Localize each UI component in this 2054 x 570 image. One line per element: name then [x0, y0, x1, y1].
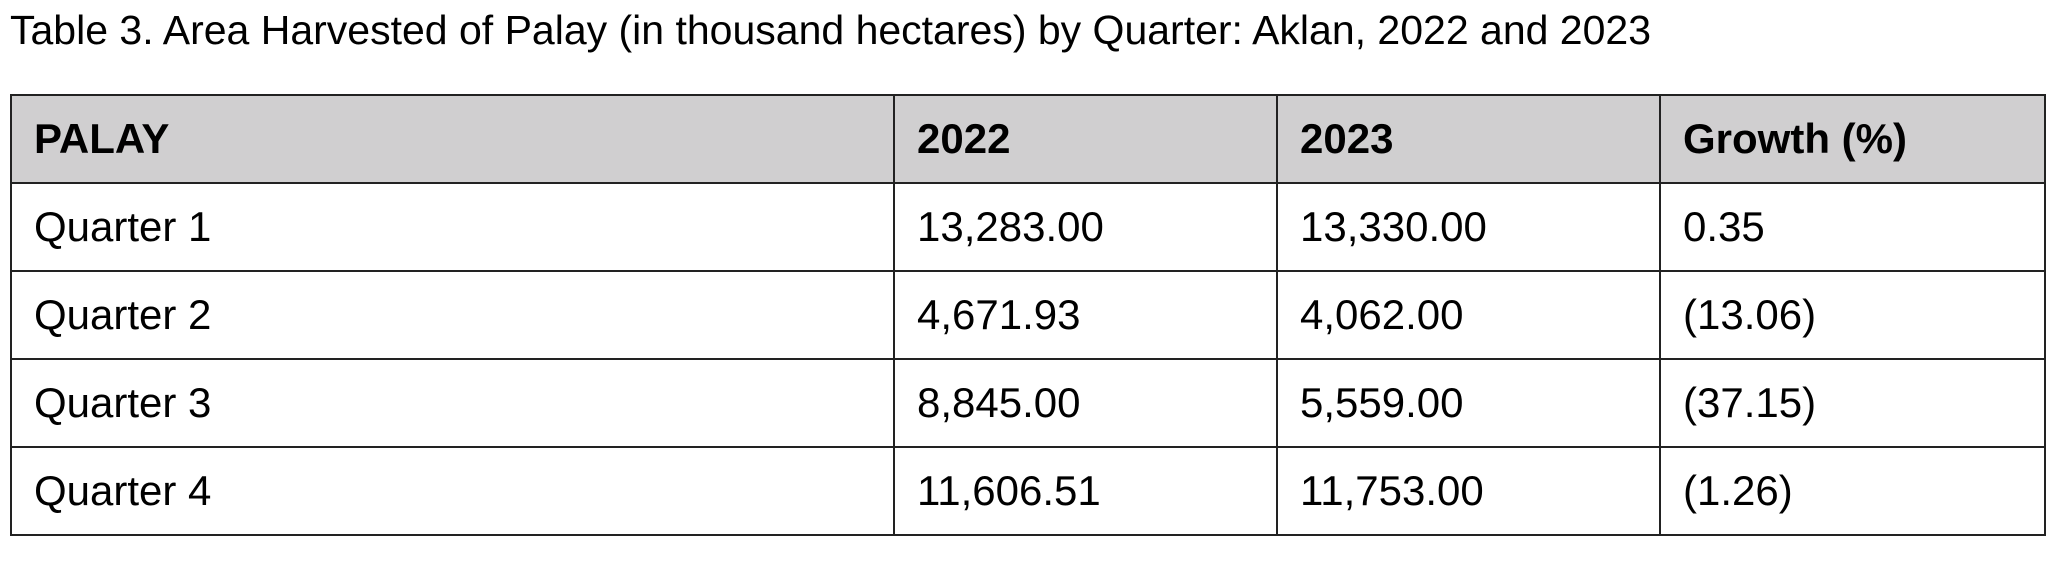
row-label: Quarter 4: [10, 446, 895, 536]
table-cell: 5,559.00: [1276, 358, 1661, 448]
table-cell: 13,330.00: [1276, 182, 1661, 272]
table-cell: 13,283.00: [893, 182, 1278, 272]
table-row: Quarter 1 13,283.00 13,330.00 0.35: [10, 182, 2046, 272]
table-cell: 11,606.51: [893, 446, 1278, 536]
table-row: Quarter 2 4,671.93 4,062.00 (13.06): [10, 270, 2046, 360]
table-title: Table 3. Area Harvested of Palay (in tho…: [10, 7, 1652, 53]
header-row: PALAY 2022 2023 Growth (%): [10, 94, 2046, 184]
header-cell: Growth (%): [1659, 94, 2046, 184]
table-cell: 4,062.00: [1276, 270, 1661, 360]
table-cell: 0.35: [1659, 182, 2046, 272]
header-cell: 2022: [893, 94, 1278, 184]
row-label: Quarter 2: [10, 270, 895, 360]
table-head: PALAY 2022 2023 Growth (%): [10, 94, 2046, 184]
header-cell: PALAY: [10, 94, 895, 184]
row-label: Quarter 3: [10, 358, 895, 448]
table-cell: 4,671.93: [893, 270, 1278, 360]
table-cell: (37.15): [1659, 358, 2046, 448]
table-row: Quarter 3 8,845.00 5,559.00 (37.15): [10, 358, 2046, 448]
table-cell: (1.26): [1659, 446, 2046, 536]
table-cell: 8,845.00: [893, 358, 1278, 448]
table-cell: 11,753.00: [1276, 446, 1661, 536]
table-body: Quarter 1 13,283.00 13,330.00 0.35 Quarter 2…: [10, 182, 2046, 536]
table-cell: (13.06): [1659, 270, 2046, 360]
row-label: Quarter 1: [10, 182, 895, 272]
table-row: Quarter 4 11,606.51 11,753.00 (1.26): [10, 446, 2046, 536]
header-cell: 2023: [1276, 94, 1661, 184]
data-table: PALAY 2022 2023 Growth (%) Quarter 1 13,283.…: [10, 94, 2046, 536]
